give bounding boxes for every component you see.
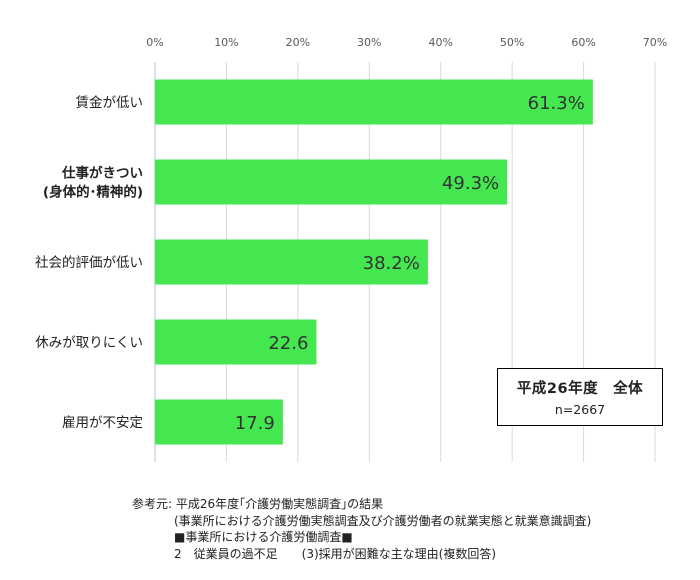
source-line-3: ■事業所における介護労働調査■ — [174, 530, 353, 544]
category-label-line: 仕事がきつい — [61, 165, 143, 182]
data-label: 17.9 — [235, 413, 275, 434]
bar — [155, 319, 317, 365]
bar — [155, 79, 593, 125]
x-tick-label: 10% — [214, 36, 238, 49]
data-label: 22.6 — [268, 333, 308, 354]
x-tick-label: 0% — [146, 36, 163, 49]
category-label-line: 雇用が不安定 — [62, 414, 143, 431]
bar — [155, 159, 508, 205]
source-line-2: (事業所における介護労働実態調査及び介護労働者の就業実態と就業意識調査) — [174, 513, 592, 528]
survey-title: 平成26年度 全体 — [516, 381, 644, 397]
data-label: 49.3% — [442, 173, 499, 194]
source-line-4: 2 従業員の過不足 (3)採用が困難な主な理由(複数回答) — [174, 546, 496, 561]
data-labels: 61.3% 49.3% 38.2% 22.6 17.9 — [235, 93, 585, 434]
bars — [155, 79, 593, 445]
x-axis-ticks: 0% 10% 20% 30% 40% 50% 60% 70% — [146, 36, 667, 49]
category-label-line: (身体的･精神的) — [43, 184, 143, 201]
source-line-1: 参考元: 平成26年度｢介護労働実態調査｣の結果 — [132, 497, 384, 511]
x-tick-label: 60% — [571, 36, 595, 49]
category-label-line: 社会的評価が低い — [35, 255, 143, 271]
category-label: 休みが取りにくい — [35, 335, 143, 351]
category-label-line: 休みが取りにくい — [35, 335, 143, 351]
x-tick-label: 70% — [643, 36, 667, 49]
data-label: 38.2% — [363, 253, 420, 274]
sample-size: n=2667 — [554, 402, 606, 417]
category-label-line: 賃金が低い — [76, 95, 144, 111]
x-tick-label: 40% — [428, 36, 452, 49]
bar — [155, 239, 428, 285]
category-label: 社会的評価が低い — [35, 255, 143, 271]
source-notes: 参考元: 平成26年度｢介護労働実態調査｣の結果 (事業所における介護労働実態調… — [132, 496, 692, 562]
survey-info-box: 平成26年度 全体 n=2667 — [497, 368, 663, 426]
category-label: 仕事がきつい (身体的･精神的) — [43, 165, 143, 201]
category-label: 雇用が不安定 — [62, 414, 143, 431]
data-label: 61.3% — [528, 93, 585, 114]
x-tick-label: 50% — [500, 36, 524, 49]
bar — [155, 399, 283, 445]
category-label: 賃金が低い — [76, 95, 144, 111]
x-tick-label: 30% — [357, 36, 381, 49]
x-tick-label: 20% — [286, 36, 310, 49]
